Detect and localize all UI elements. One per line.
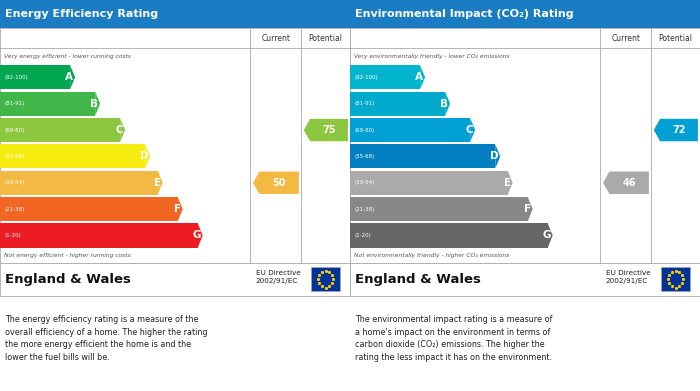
Text: F: F (174, 204, 181, 214)
Text: (69-80): (69-80) (4, 127, 25, 133)
Text: England & Wales: England & Wales (6, 273, 131, 286)
Bar (350, 0, 700, 28)
Text: 50: 50 (272, 178, 286, 188)
Text: Potential: Potential (659, 34, 692, 43)
Text: B: B (90, 99, 98, 109)
Text: 72: 72 (672, 125, 686, 135)
Polygon shape (420, 65, 425, 89)
Polygon shape (198, 224, 203, 248)
Text: Current: Current (261, 34, 290, 43)
Text: Not environmentally friendly - higher CO₂ emissions: Not environmentally friendly - higher CO… (354, 253, 509, 258)
Text: C: C (116, 125, 123, 135)
Text: A: A (65, 72, 73, 83)
Bar (350, 224, 548, 248)
Text: G: G (193, 230, 201, 240)
Text: D: D (489, 151, 498, 161)
Polygon shape (470, 118, 475, 142)
Bar (350, 263, 700, 296)
Text: (55-68): (55-68) (354, 154, 374, 159)
Text: A: A (415, 72, 423, 83)
Text: 75: 75 (322, 125, 336, 135)
Text: EU Directive
2002/91/EC: EU Directive 2002/91/EC (606, 271, 650, 284)
Text: (81-91): (81-91) (4, 101, 25, 106)
Text: Energy Efficiency Rating: Energy Efficiency Rating (6, 9, 158, 19)
Text: F: F (524, 204, 531, 214)
Bar (350, 65, 420, 89)
Bar (0, 144, 146, 169)
Polygon shape (70, 65, 75, 89)
Text: C: C (466, 125, 473, 135)
Text: (1-20): (1-20) (354, 233, 371, 238)
Bar (0, 171, 158, 195)
Text: (21-38): (21-38) (4, 206, 25, 212)
Polygon shape (496, 144, 500, 169)
Text: Potential: Potential (309, 34, 342, 43)
Polygon shape (445, 91, 450, 116)
Text: (39-54): (39-54) (354, 180, 374, 185)
Text: D: D (139, 151, 148, 161)
Text: (1-20): (1-20) (4, 233, 21, 238)
Bar (350, 197, 528, 221)
Bar (350, 118, 470, 142)
Bar (350, 144, 496, 169)
Bar (0, 65, 70, 89)
Bar (0, 197, 178, 221)
Polygon shape (253, 172, 299, 194)
Bar (0, 118, 120, 142)
Bar (311, 267, 340, 291)
Text: (92-100): (92-100) (4, 75, 28, 80)
Bar (0, 91, 95, 116)
Bar (350, 171, 508, 195)
Text: (92-100): (92-100) (354, 75, 378, 80)
Polygon shape (304, 119, 348, 141)
Text: EU Directive
2002/91/EC: EU Directive 2002/91/EC (256, 271, 300, 284)
Text: England & Wales: England & Wales (355, 273, 481, 286)
Polygon shape (120, 118, 125, 142)
Polygon shape (654, 119, 698, 141)
Bar (0, 224, 198, 248)
Text: (69-80): (69-80) (354, 127, 374, 133)
Polygon shape (146, 144, 150, 169)
Polygon shape (528, 197, 533, 221)
Text: (39-54): (39-54) (4, 180, 25, 185)
Text: The environmental impact rating is a measure of
a home's impact on the environme: The environmental impact rating is a mea… (355, 316, 552, 362)
Text: E: E (153, 178, 161, 188)
Text: Environmental Impact (CO₂) Rating: Environmental Impact (CO₂) Rating (355, 9, 574, 19)
Bar (350, 28, 700, 263)
Text: (21-38): (21-38) (354, 206, 374, 212)
Text: 46: 46 (622, 178, 636, 188)
Bar (0, 0, 350, 28)
Text: Very environmentally friendly - lower CO₂ emissions: Very environmentally friendly - lower CO… (354, 54, 509, 59)
Text: Not energy efficient - higher running costs: Not energy efficient - higher running co… (4, 253, 130, 258)
Text: E: E (503, 178, 511, 188)
Polygon shape (95, 91, 100, 116)
Bar (661, 267, 690, 291)
Polygon shape (548, 224, 553, 248)
Bar (0, 28, 350, 263)
Polygon shape (603, 172, 649, 194)
Text: G: G (542, 230, 551, 240)
Text: B: B (440, 99, 448, 109)
Polygon shape (508, 171, 512, 195)
Text: The energy efficiency rating is a measure of the
overall efficiency of a home. T: The energy efficiency rating is a measur… (6, 316, 208, 362)
Text: (55-68): (55-68) (4, 154, 25, 159)
Bar (0, 263, 350, 296)
Bar (350, 91, 445, 116)
Polygon shape (158, 171, 162, 195)
Text: Very energy efficient - lower running costs: Very energy efficient - lower running co… (4, 54, 130, 59)
Text: (81-91): (81-91) (354, 101, 374, 106)
Polygon shape (178, 197, 183, 221)
Text: Current: Current (611, 34, 640, 43)
